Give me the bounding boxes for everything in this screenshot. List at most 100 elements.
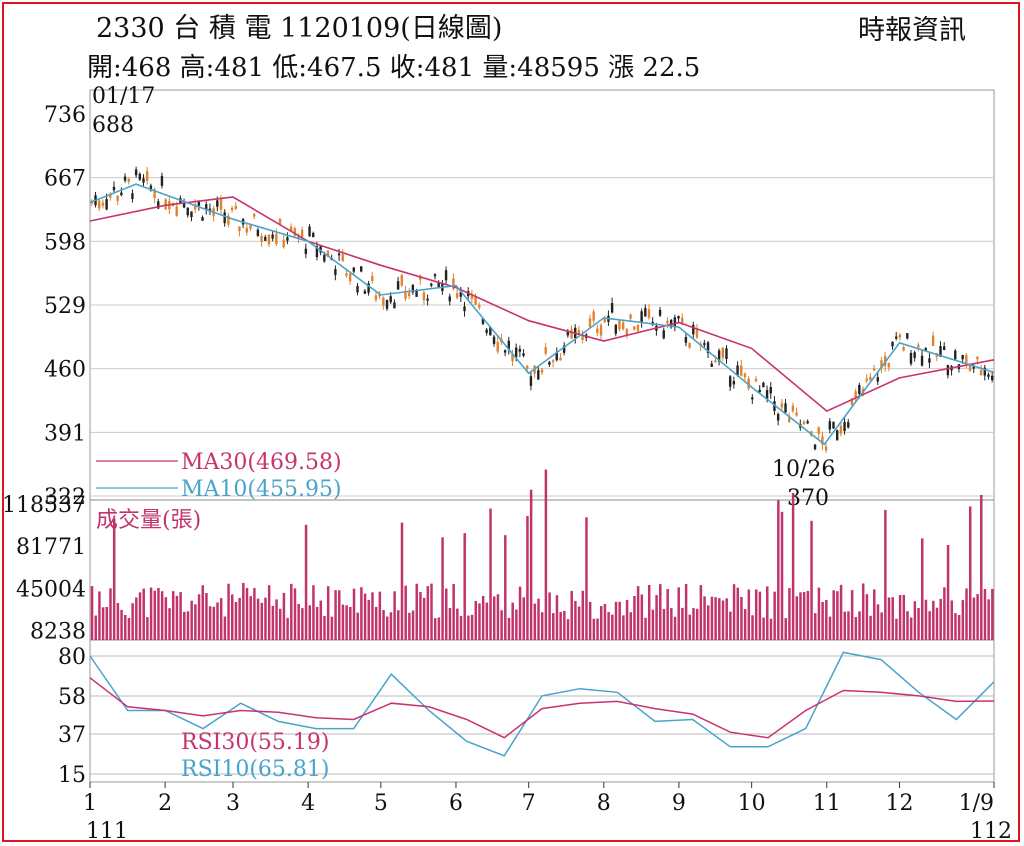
candle-body (227, 215, 230, 225)
volume-bar (515, 609, 518, 640)
candle-body (688, 342, 691, 348)
candle-body (455, 293, 459, 298)
candle-body (223, 212, 226, 224)
volume-bar (227, 583, 230, 640)
candle-body (928, 358, 931, 363)
candle-body (640, 311, 643, 323)
volume-bar (861, 583, 865, 640)
volume-bar (286, 617, 289, 640)
candle-body (887, 363, 891, 368)
candle-body (917, 344, 920, 348)
volume-bar (245, 587, 249, 640)
volume-bar (596, 618, 599, 640)
candle-body (485, 329, 488, 333)
volume-bar (625, 599, 629, 640)
candle-body (968, 365, 972, 372)
volume-bar (297, 603, 300, 640)
volume-bar (485, 602, 489, 640)
volume-bar (873, 589, 876, 640)
rsi-tick-label: 80 (58, 645, 86, 670)
volume-bar (149, 587, 153, 640)
volume-bar (411, 610, 415, 640)
volume-bar (223, 616, 227, 640)
x-tick-label: 7 (522, 791, 536, 816)
candle-body (393, 302, 396, 309)
x-tick-label: 2 (158, 791, 172, 816)
volume-bar (179, 592, 182, 640)
candle-body (548, 361, 551, 365)
rsi-tick-label: 37 (58, 723, 86, 748)
candle-body (895, 336, 898, 339)
volume-bar (847, 611, 850, 640)
volume-bar (205, 592, 208, 640)
volume-bar (319, 600, 323, 640)
rsi10-line (89, 651, 995, 757)
volume-bar (463, 533, 466, 640)
volume-bar (183, 611, 186, 640)
volume-bar (131, 603, 134, 640)
volume-bar (522, 597, 525, 640)
candle-body (588, 318, 592, 328)
volume-bar (817, 587, 821, 640)
volume-bar (821, 601, 824, 640)
x-year-start: 111 (86, 819, 128, 844)
candle-body (644, 308, 647, 317)
candle-body (463, 306, 466, 312)
price-tick-label: 391 (44, 421, 86, 446)
candle-body (577, 329, 581, 334)
candle-body (160, 175, 164, 186)
volume-bar (946, 544, 950, 640)
volume-bar (164, 597, 168, 640)
volume-bar (957, 614, 961, 640)
candle-body (415, 290, 418, 297)
volume-bar (293, 588, 297, 640)
volume-bar (341, 604, 345, 640)
candle-body (540, 369, 544, 373)
volume-bar (249, 596, 252, 640)
volume-bar (666, 589, 669, 640)
volume-bar (142, 588, 145, 640)
volume-bar (301, 608, 304, 640)
volume-bar (507, 617, 511, 640)
candle-body (286, 237, 289, 241)
volume-bar (101, 607, 105, 640)
candle-body (345, 273, 348, 276)
volume-bar (563, 610, 566, 640)
candle-body (537, 370, 540, 380)
price-legend-label: MA30(469.58) (181, 450, 342, 475)
candle-body (551, 360, 555, 363)
volume-bar (371, 592, 374, 640)
candle-body (444, 270, 448, 281)
volume-bar (884, 509, 887, 640)
candle-body (821, 436, 824, 445)
candle-body (293, 228, 296, 236)
candle-body (987, 374, 990, 377)
candle-body (813, 444, 817, 450)
candle-body (570, 329, 573, 339)
volume-bar (961, 600, 965, 640)
volume-bar (326, 586, 330, 640)
candle-body (555, 352, 558, 361)
volume-bar (780, 511, 784, 640)
volume-bar (552, 613, 555, 640)
volume-bar (721, 600, 725, 640)
volume-bar (828, 616, 832, 640)
candle-body (275, 233, 278, 244)
candle-body (942, 346, 946, 350)
source-label: 時報資訊 (858, 15, 966, 46)
candle-body (909, 352, 913, 364)
volume-bar (190, 600, 193, 640)
volume-title: 成交量(張) (96, 508, 201, 533)
candle-body (610, 303, 614, 313)
candle-body (109, 194, 112, 198)
candle-body (205, 204, 208, 210)
ohlc-summary: 開:468 高:481 低:467.5 收:481 量:48595 漲 22.5 (87, 53, 701, 83)
volume-bar (677, 587, 680, 640)
candle-body (278, 218, 282, 225)
candle-body (234, 205, 237, 209)
candle-body (559, 357, 562, 361)
x-tick-label: 3 (226, 791, 240, 816)
candle-body (341, 254, 344, 262)
volume-bar (802, 592, 806, 640)
volume-bar (197, 594, 201, 640)
